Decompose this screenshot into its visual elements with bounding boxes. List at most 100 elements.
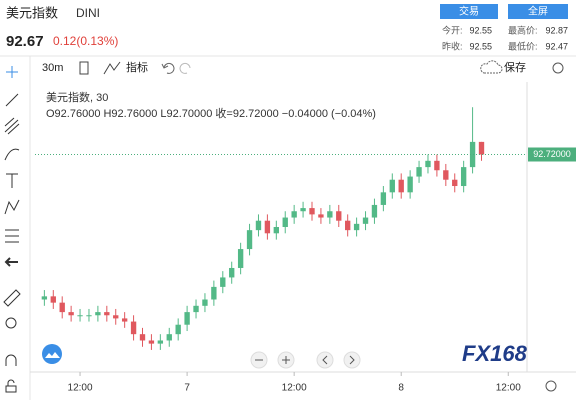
candle-body bbox=[157, 340, 164, 344]
candle-body bbox=[469, 141, 476, 168]
candle-body bbox=[77, 315, 83, 317]
indicators[interactable]: 指标 bbox=[126, 60, 148, 74]
candle-icon[interactable] bbox=[79, 61, 89, 75]
candle-body bbox=[68, 312, 74, 316]
zoom-tool[interactable] bbox=[5, 317, 17, 329]
stat-value: 92.55 bbox=[469, 25, 492, 35]
candle-body bbox=[211, 286, 217, 300]
candle-body bbox=[220, 277, 226, 287]
candle-body bbox=[130, 321, 137, 335]
candle-body bbox=[166, 334, 172, 341]
x-tick-label: 8 bbox=[398, 383, 404, 394]
candle-body bbox=[273, 227, 279, 234]
candle-body bbox=[50, 296, 56, 303]
candle-body bbox=[460, 167, 467, 187]
stat-label: 昨收: bbox=[442, 40, 463, 51]
candle-body bbox=[478, 141, 485, 155]
lock-tool[interactable] bbox=[5, 379, 17, 393]
crosshair-tool[interactable] bbox=[6, 66, 18, 78]
stat-label: 今开: bbox=[442, 24, 463, 35]
magnet-tool[interactable] bbox=[5, 354, 17, 366]
candle-body bbox=[202, 299, 208, 306]
stat-value: 92.47 bbox=[545, 41, 568, 51]
candle-body bbox=[443, 170, 449, 180]
candle-body bbox=[104, 312, 110, 316]
fib-tool[interactable] bbox=[4, 117, 20, 135]
redo-icon[interactable] bbox=[179, 62, 191, 74]
candle-body bbox=[282, 217, 288, 227]
candle-body bbox=[113, 315, 119, 319]
stat-label: 最高价: bbox=[508, 24, 538, 35]
brush-tool[interactable] bbox=[4, 148, 20, 161]
x-tick-label: 12:00 bbox=[496, 383, 521, 394]
text-tool[interactable] bbox=[6, 173, 18, 188]
fullscreen-button[interactable] bbox=[508, 4, 568, 19]
candle-body bbox=[291, 211, 297, 218]
logo: FX168 bbox=[462, 341, 528, 366]
undo-icon[interactable] bbox=[161, 62, 175, 74]
prediction-tool[interactable] bbox=[5, 229, 19, 243]
candle-body bbox=[86, 315, 92, 317]
trade-button[interactable] bbox=[440, 4, 498, 19]
candle-body bbox=[407, 176, 413, 193]
candle-body bbox=[327, 211, 333, 218]
x-tick-label: 12:00 bbox=[282, 383, 307, 394]
indicator-icon[interactable] bbox=[103, 61, 121, 75]
candle-body bbox=[41, 296, 48, 300]
symbol: DINI bbox=[76, 6, 100, 20]
stat-value: 92.55 bbox=[469, 41, 492, 51]
nav-controls bbox=[250, 351, 361, 369]
drawing-tools bbox=[3, 66, 21, 393]
back-tool[interactable] bbox=[4, 257, 18, 267]
fullscreen-label[interactable]: 全屏 bbox=[528, 5, 548, 18]
candle-body bbox=[193, 305, 199, 313]
candle-body bbox=[336, 211, 342, 221]
candle-body bbox=[345, 220, 351, 231]
axis-settings[interactable] bbox=[545, 380, 557, 392]
candle-body bbox=[353, 223, 360, 231]
x-tick-label: 12:00 bbox=[68, 383, 93, 394]
settings-icon[interactable] bbox=[552, 62, 564, 74]
cloud-icon[interactable] bbox=[480, 60, 503, 74]
snapshot-button[interactable] bbox=[42, 344, 62, 364]
title: 美元指数 bbox=[6, 5, 58, 20]
trade-label[interactable]: 交易 bbox=[459, 5, 479, 18]
candle-body bbox=[59, 302, 65, 313]
candle-body bbox=[362, 217, 369, 224]
candle-body bbox=[309, 208, 315, 215]
candle-body bbox=[255, 220, 262, 231]
x-tick-label: 7 bbox=[184, 383, 190, 394]
candle-body bbox=[246, 230, 253, 250]
candle-body bbox=[175, 324, 181, 335]
legend-ohlc: O92.76000 H92.76000 L92.70000 收=92.72000… bbox=[46, 106, 376, 120]
save[interactable]: 保存 bbox=[504, 60, 526, 74]
line-tool[interactable] bbox=[5, 93, 19, 107]
scroll-right[interactable] bbox=[343, 351, 361, 369]
pattern-tool[interactable] bbox=[4, 199, 20, 215]
candle-body bbox=[318, 214, 324, 218]
candle-body bbox=[139, 334, 146, 341]
last-price-label: 92.72000 bbox=[533, 149, 571, 159]
plot: 12:00 7 12:00 8 12:00 92.72000 bbox=[35, 107, 576, 394]
candle-body bbox=[380, 192, 387, 205]
ruler-tool[interactable] bbox=[3, 289, 21, 307]
stat-label: 最低价: bbox=[508, 40, 538, 51]
candle-body bbox=[371, 204, 378, 218]
interval[interactable]: 30m bbox=[42, 62, 63, 74]
last-price-box bbox=[528, 147, 576, 162]
candle-body bbox=[121, 318, 128, 322]
candle-body bbox=[425, 160, 431, 168]
candle-body bbox=[452, 179, 458, 187]
candle-body bbox=[184, 312, 190, 325]
candle-body bbox=[416, 167, 422, 177]
candle-body bbox=[389, 179, 395, 193]
snapshot-glyph bbox=[45, 352, 60, 358]
candle-body bbox=[434, 160, 440, 171]
price: 92.67 bbox=[6, 33, 44, 50]
scroll-left[interactable] bbox=[316, 351, 334, 369]
candle-body bbox=[300, 208, 306, 212]
candle-body bbox=[148, 340, 155, 344]
legend-title: 美元指数, 30 bbox=[46, 90, 108, 104]
